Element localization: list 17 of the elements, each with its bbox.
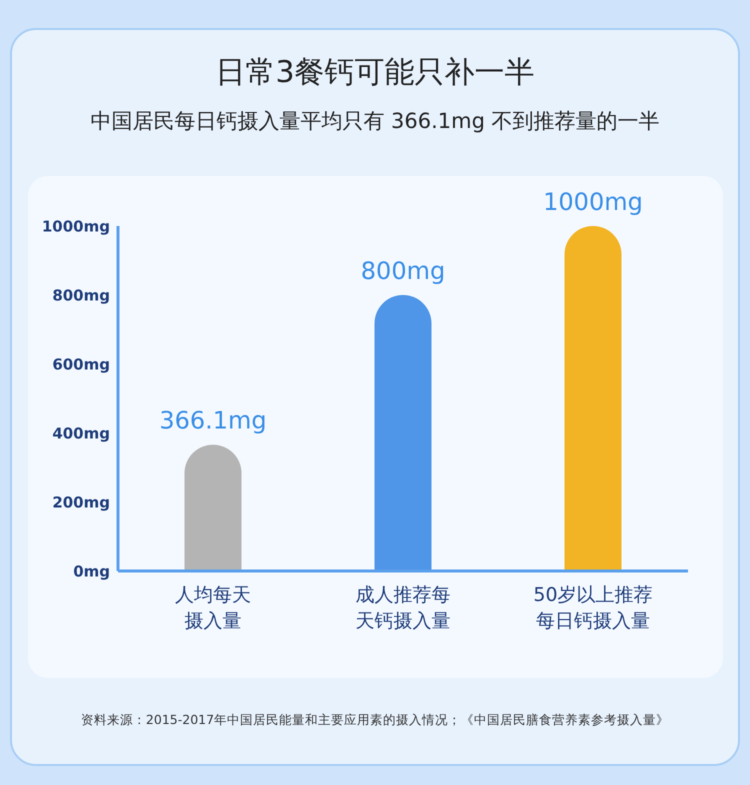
y-tick-label: 1000mg <box>42 217 110 236</box>
y-tick-label: 600mg <box>52 355 110 374</box>
y-tick-label: 400mg <box>52 424 110 442</box>
x-tick-label: 成人推荐每天钙摄入量 <box>356 584 450 632</box>
y-tick-label: 800mg <box>52 286 110 304</box>
chart-title: 日常3餐钙可能只补一半 <box>214 54 536 92</box>
data-label: 1000mg <box>543 188 643 216</box>
data-label: 366.1mg <box>159 406 267 435</box>
x-tick-label: 人均每天摄入量 <box>175 584 251 632</box>
bar <box>564 226 622 571</box>
data-label: 800mg <box>360 257 446 285</box>
y-tick-label: 0mg <box>73 562 110 580</box>
bar <box>184 444 242 571</box>
chart-subtitle: 中国居民每日钙摄入量平均只有 366.1mg 不到推荐量的一半 <box>89 108 661 135</box>
x-tick-label: 50岁以上推荐每日钙摄入量 <box>533 584 653 632</box>
y-tick-label: 200mg <box>52 493 110 512</box>
text: 资料来源：2015-2017年中国居民能量和主要应用素的摄入情况；《中国居民膳食营养素参考摄入量》 <box>80 712 670 729</box>
